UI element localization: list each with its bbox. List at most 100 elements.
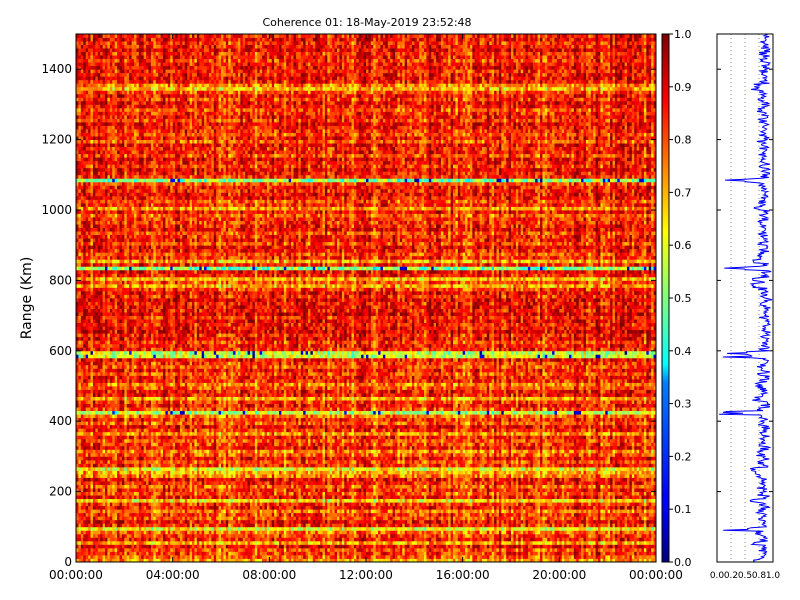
heatmap-cell — [83, 512, 87, 517]
heatmap-cell — [221, 544, 224, 549]
heatmap-cell — [235, 491, 239, 496]
heatmap-cell — [477, 516, 480, 521]
heatmap-cell — [477, 558, 480, 563]
heatmap-cell — [90, 554, 94, 559]
heatmap-cell — [213, 533, 217, 538]
heatmap-cell — [167, 498, 171, 503]
heatmap-cell — [409, 558, 413, 563]
heatmap-cell — [80, 537, 84, 542]
heatmap-cell — [213, 491, 217, 496]
heatmap-cell — [622, 498, 625, 503]
heatmap-cell — [523, 530, 526, 535]
heatmap-cell — [588, 491, 592, 496]
heatmap-cell — [619, 558, 623, 563]
heatmap-cell — [177, 523, 181, 528]
heatmap-cell — [291, 512, 294, 517]
heatmap-cell — [100, 523, 103, 528]
heatmap-cell — [242, 512, 246, 517]
heatmap-cell — [146, 509, 149, 514]
heatmap-cell — [542, 533, 546, 538]
heatmap-cell — [155, 505, 159, 510]
heatmap-cell — [269, 540, 273, 545]
heatmap-cell — [537, 498, 541, 503]
heatmap-cell — [206, 502, 210, 507]
heatmap-cell — [160, 512, 164, 517]
heatmap-cell — [610, 554, 613, 559]
heatmap-cell — [269, 558, 273, 563]
heatmap-cell — [569, 554, 572, 559]
heatmap-cell — [269, 554, 273, 559]
heatmap-cell — [245, 547, 248, 552]
heatmap-cell — [344, 495, 348, 500]
heatmap-cell — [97, 530, 101, 535]
heatmap-cell — [535, 533, 538, 538]
heatmap-cell — [486, 488, 490, 492]
heatmap-cell — [344, 533, 348, 538]
heatmap-cell — [242, 523, 246, 528]
heatmap-cell — [148, 498, 152, 503]
heatmap-cell — [445, 509, 449, 514]
heatmap-cell — [390, 540, 393, 545]
heatmap-cell — [160, 523, 164, 528]
heatmap-cell — [293, 512, 297, 517]
heatmap-cell — [569, 509, 572, 514]
heatmap-cell — [373, 551, 377, 556]
heatmap-cell — [363, 516, 367, 521]
heatmap-cell — [199, 498, 203, 503]
heatmap-cell — [653, 502, 657, 507]
heatmap-cell — [351, 533, 355, 538]
heatmap-cell — [119, 547, 123, 552]
heatmap-cell — [537, 526, 541, 531]
heatmap-cell — [358, 523, 362, 528]
heatmap-cell — [121, 533, 125, 538]
heatmap-cell — [489, 533, 493, 538]
heatmap-cell — [208, 491, 212, 496]
heatmap-cell — [150, 533, 154, 538]
heatmap-cell — [520, 516, 524, 521]
heatmap-cell — [131, 558, 135, 563]
heatmap-cell — [329, 505, 333, 510]
heatmap-cell — [540, 558, 543, 563]
heatmap-cell — [141, 512, 145, 517]
heatmap-cell — [641, 498, 645, 503]
heatmap-cell — [211, 526, 215, 531]
heatmap-cell — [237, 537, 241, 542]
heatmap-cell — [438, 509, 442, 514]
heatmap-cell — [264, 488, 268, 492]
heatmap-cell — [552, 495, 555, 500]
heatmap-cell — [380, 488, 384, 492]
heatmap-cell — [187, 526, 190, 531]
heatmap-cell — [523, 512, 526, 517]
heatmap-cell — [358, 516, 362, 521]
heatmap-cell — [218, 526, 222, 531]
heatmap-cell — [351, 516, 355, 521]
heatmap-cell — [569, 526, 572, 531]
heatmap-cell — [552, 547, 555, 552]
heatmap-cell — [274, 498, 277, 503]
heatmap-cell — [211, 533, 215, 538]
heatmap-cell — [414, 537, 418, 542]
heatmap-cell — [460, 519, 464, 524]
heatmap-cell — [370, 488, 374, 492]
heatmap-cell — [344, 509, 348, 514]
heatmap-cell — [578, 491, 582, 496]
heatmap-cell — [486, 533, 490, 538]
heatmap-cell — [535, 537, 538, 542]
heatmap-cell — [242, 505, 246, 510]
heatmap-cell — [182, 533, 186, 538]
heatmap-cell — [614, 495, 618, 500]
heatmap-cell — [653, 558, 657, 563]
heatmap-cell — [421, 516, 425, 521]
heatmap-cell — [170, 547, 174, 552]
heatmap-cell — [602, 509, 606, 514]
heatmap-cell — [607, 530, 611, 535]
heatmap-cell — [544, 519, 548, 524]
heatmap-cell — [339, 523, 343, 528]
heatmap-cell — [155, 540, 159, 545]
heatmap-cell — [610, 519, 613, 524]
heatmap-cell — [192, 505, 195, 510]
heatmap-cell — [262, 509, 265, 514]
heatmap-cell — [583, 530, 587, 535]
heatmap-cell — [208, 533, 212, 538]
